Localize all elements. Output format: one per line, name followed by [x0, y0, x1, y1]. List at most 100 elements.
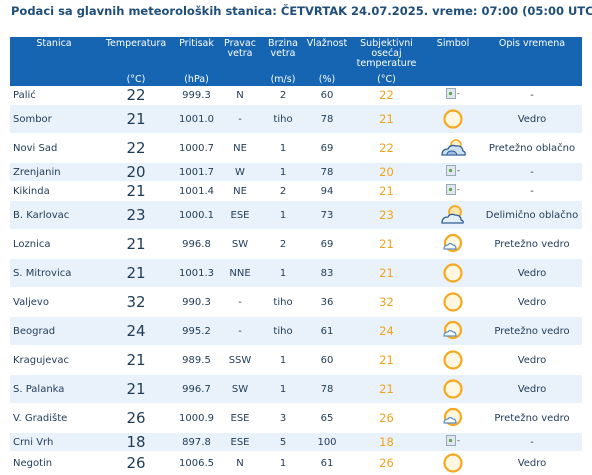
header-wind-direction: Pravac vetra	[219, 37, 261, 86]
symbol-cell	[424, 104, 482, 134]
temperature-cell: 21	[98, 229, 174, 259]
station-cell: Crni Vrh	[10, 432, 98, 452]
station-cell: S. Palanka	[10, 374, 98, 404]
header-humidity: Vlažnost (%)	[305, 37, 349, 86]
wind-speed-cell: 2	[261, 181, 305, 201]
pressure-cell: 1000.1	[174, 200, 219, 230]
feels-like-cell: 21	[349, 181, 424, 201]
wind-direction-cell: W	[219, 162, 261, 182]
symbol-cell	[424, 133, 482, 163]
feels-like-cell: 26	[349, 403, 424, 433]
wind-direction-cell: ESE	[219, 432, 261, 452]
broken-image-icon: -	[445, 88, 460, 99]
feels-like-cell: 21	[349, 258, 424, 288]
pressure-cell: 1001.4	[174, 181, 219, 201]
description-cell: -	[482, 181, 582, 201]
table-row: Kragujevac 21 989.5 SSW 1 60 21 Vedro	[10, 345, 582, 375]
description-cell: Vedro	[482, 104, 582, 134]
wind-direction-cell: NE	[219, 133, 261, 163]
description-cell: Pretežno vedro	[482, 316, 582, 346]
table-row: V. Gradište 26 1000.9 ESE 3 65 26 Pretežno vedr…	[10, 403, 582, 433]
header-pressure: Pritisak (hPa)	[174, 37, 219, 86]
temperature-cell: 21	[98, 258, 174, 288]
description-cell: Vedro	[482, 345, 582, 375]
symbol-cell	[424, 374, 482, 404]
wind-speed-cell: tiho	[261, 287, 305, 317]
station-cell: Valjevo	[10, 287, 98, 317]
wind-direction-cell: N	[219, 451, 261, 475]
mostly-sunny-icon	[424, 407, 482, 429]
mostly-sunny-icon	[424, 320, 482, 342]
feels-like-cell: 20	[349, 162, 424, 182]
temperature-cell: 22	[98, 86, 174, 105]
description-cell: Vedro	[482, 374, 582, 404]
symbol-cell	[424, 200, 482, 230]
pressure-cell: 897.8	[174, 432, 219, 452]
humidity-cell: 65	[305, 403, 349, 433]
pressure-cell: 1001.3	[174, 258, 219, 288]
temperature-cell: 26	[98, 451, 174, 475]
feels-like-cell: 26	[349, 451, 424, 475]
humidity-cell: 73	[305, 200, 349, 230]
symbol-cell: -	[424, 432, 482, 452]
pressure-cell: 1000.7	[174, 133, 219, 163]
header-symbol: Simbol	[424, 37, 482, 86]
broken-image-icon: -	[445, 435, 460, 446]
station-cell: Novi Sad	[10, 133, 98, 163]
wind-direction-cell: ESE	[219, 403, 261, 433]
pressure-cell: 1006.5	[174, 451, 219, 475]
wind-speed-cell: tiho	[261, 104, 305, 134]
sun-icon	[424, 378, 482, 400]
temperature-cell: 26	[98, 403, 174, 433]
feels-like-cell: 32	[349, 287, 424, 317]
table-row: Zrenjanin 20 1001.7 W 1 78 20- -	[10, 162, 582, 182]
station-cell: Negotin	[10, 451, 98, 475]
sun-icon	[424, 262, 482, 284]
station-cell: Kikinda	[10, 181, 98, 201]
symbol-cell	[424, 229, 482, 259]
description-cell: -	[482, 162, 582, 182]
sun-icon	[424, 349, 482, 371]
table-row: Loznica 21 996.8 SW 2 69 21 Pretežno vedro	[10, 229, 582, 259]
humidity-cell: 61	[305, 316, 349, 346]
wind-speed-cell: 2	[261, 86, 305, 105]
header-feels-like: Subjektivni osećaj temperature (°C)	[349, 37, 424, 86]
feels-like-cell: 21	[349, 104, 424, 134]
wind-speed-cell: 3	[261, 403, 305, 433]
humidity-cell: 69	[305, 229, 349, 259]
humidity-cell: 78	[305, 104, 349, 134]
wind-speed-cell: 1	[261, 133, 305, 163]
humidity-cell: 78	[305, 374, 349, 404]
sun-icon	[424, 452, 482, 474]
temperature-cell: 18	[98, 432, 174, 452]
station-cell: Kragujevac	[10, 345, 98, 375]
wind-speed-cell: 1	[261, 258, 305, 288]
description-cell: -	[482, 432, 582, 452]
description-cell: Delimično oblačno	[482, 200, 582, 230]
humidity-cell: 94	[305, 181, 349, 201]
wind-direction-cell: SW	[219, 374, 261, 404]
wind-speed-cell: 2	[261, 229, 305, 259]
table-row: S. Palanka 21 996.7 SW 1 78 21 Vedro	[10, 374, 582, 404]
symbol-cell	[424, 403, 482, 433]
wind-direction-cell: -	[219, 316, 261, 346]
wind-speed-cell: 1	[261, 451, 305, 475]
symbol-cell	[424, 287, 482, 317]
sun-icon	[424, 291, 482, 313]
symbol-cell	[424, 451, 482, 475]
symbol-cell: -	[424, 86, 482, 105]
table-row: Palić 22 999.3 N 2 60 22- -	[10, 86, 582, 105]
description-cell: Pretežno vedro	[482, 403, 582, 433]
description-cell: Vedro	[482, 287, 582, 317]
partly-cloudy-icon	[424, 204, 482, 226]
header-temperature: Temperatura (°C)	[98, 37, 174, 86]
temperature-cell: 21	[98, 345, 174, 375]
feels-like-cell: 21	[349, 229, 424, 259]
temperature-cell: 21	[98, 181, 174, 201]
pressure-cell: 990.3	[174, 287, 219, 317]
table-row: Crni Vrh 18 897.8 ESE 5 100 18- -	[10, 432, 582, 452]
symbol-cell	[424, 345, 482, 375]
table-row: Novi Sad 22 1000.7 NE 1 69 22 Pretežno oblačno	[10, 133, 582, 163]
description-cell: Vedro	[482, 451, 582, 475]
table-row: Negotin 26 1006.5 N 1 61 26 Vedro	[10, 451, 582, 475]
